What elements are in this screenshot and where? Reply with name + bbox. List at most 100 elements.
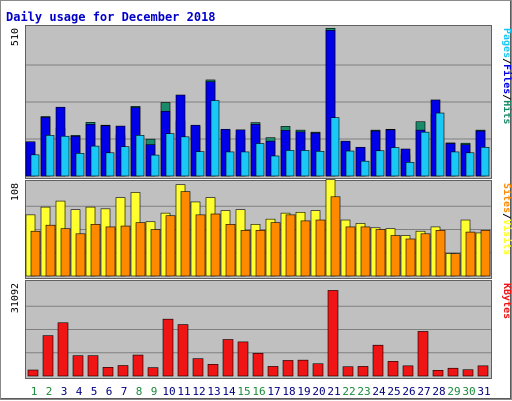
files-bar [210,100,220,177]
kbytes-bar [402,365,414,377]
files-bar [345,150,355,177]
x-axis-day-label: 30 [462,385,475,398]
sites-bar [165,215,176,277]
kbytes-bar [252,352,264,377]
kbytes-bar [87,355,99,377]
sites-bar [75,233,86,277]
sites-bar [225,224,236,277]
kbytes-bar [417,331,429,377]
files-bar [420,131,430,177]
legend-pages-files-hits: Pages/Files/Hits [501,28,512,124]
files-bar [90,145,100,177]
x-axis-day-label: 13 [207,385,220,398]
sites-bar [480,230,491,277]
sites-bar [45,224,56,277]
sites-bar [285,214,296,277]
sites-bar [195,214,206,277]
sites-bar [465,231,476,277]
kbytes-bar [42,335,54,377]
files-bar [375,150,385,177]
sites-bar [90,224,101,277]
files-bar [300,150,310,177]
x-axis-day-label: 21 [327,385,340,398]
kbytes-bar [102,367,114,377]
x-axis-day-label: 17 [267,385,280,398]
legend-entry-files: Files [501,64,512,94]
files-bar [105,152,115,177]
sites-bar [315,219,326,277]
x-axis-day-label: 3 [61,385,68,398]
files-bar [60,135,70,177]
y-axis-tick-label: 108 [10,183,21,201]
files-bar [285,150,295,177]
files-bar [465,152,475,177]
kbytes-panel [25,280,492,379]
kbytes-bar [477,365,489,377]
x-axis-day-label: 14 [222,385,236,398]
x-axis-day-label: 15 [237,385,250,398]
files-bar [480,146,490,177]
legend-sites-visits: Sites/Visits [501,183,512,255]
files-bar [195,151,205,177]
kbytes-bar [357,366,369,377]
sites-bar [105,226,116,277]
x-axis-day-label: 1 [31,385,38,398]
x-axis-day-label: 11 [177,385,190,398]
x-axis-day-label: 9 [151,385,158,398]
files-bar [435,112,445,177]
kbytes-bar [57,322,69,377]
x-axis-day-label: 27 [417,385,430,398]
x-axis-day-label: 24 [372,385,386,398]
x-axis-day-label: 8 [136,385,143,398]
sites-bar [390,235,401,277]
x-axis-day-label: 29 [447,385,460,398]
x-axis-day-label: 7 [121,385,128,398]
sites-bar [210,213,221,277]
x-axis-day-label: 10 [162,385,175,398]
files-bar [240,151,250,177]
sites-bar [150,229,161,277]
chart-title: Daily usage for December 2018 [6,10,216,24]
x-axis-day-label: 25 [387,385,400,398]
legend-entry-visits: Visits [501,219,512,255]
files-bar [360,160,370,177]
pages-bar [325,30,336,177]
x-axis-day-label: 5 [91,385,98,398]
pages-bar [190,124,201,177]
kbytes-bar [147,367,159,377]
files-bar [405,162,415,177]
files-bar [30,154,40,177]
x-axis-day-label: 20 [312,385,325,398]
kbytes-bar [267,366,279,377]
files-bar [75,153,85,177]
kbytes-bar [222,339,234,377]
files-bar [135,135,145,177]
files-bar [150,154,160,177]
legend-kbytes: KBytes [501,283,512,319]
kbytes-bar [282,360,294,377]
files-bar [225,151,235,177]
sites-bar [375,229,386,277]
y-axis-tick-label: 510 [10,28,21,46]
kbytes-bar [27,369,39,377]
kbytes-bar [207,364,219,377]
sites-bar [240,230,251,277]
kbytes-bar [447,367,459,377]
files-bar [45,135,55,177]
legend-entry-kbytes: KBytes [501,283,512,319]
sites-bar [255,230,266,277]
files-bar [270,155,280,177]
kbytes-bar [432,370,444,377]
pages-bar [100,125,111,177]
x-axis-day-label: 16 [252,385,265,398]
x-axis-day-label: 18 [282,385,295,398]
x-axis-day-label: 22 [342,385,355,398]
files-bar [120,146,130,177]
sites-bar [180,191,191,277]
sites-bar [405,238,416,277]
x-axis-day-label: 23 [357,385,370,398]
kbytes-bar [177,324,189,377]
kbytes-bar [312,363,324,377]
legend-entry-sites: Sites [501,183,512,213]
kbytes-bar [327,290,339,377]
